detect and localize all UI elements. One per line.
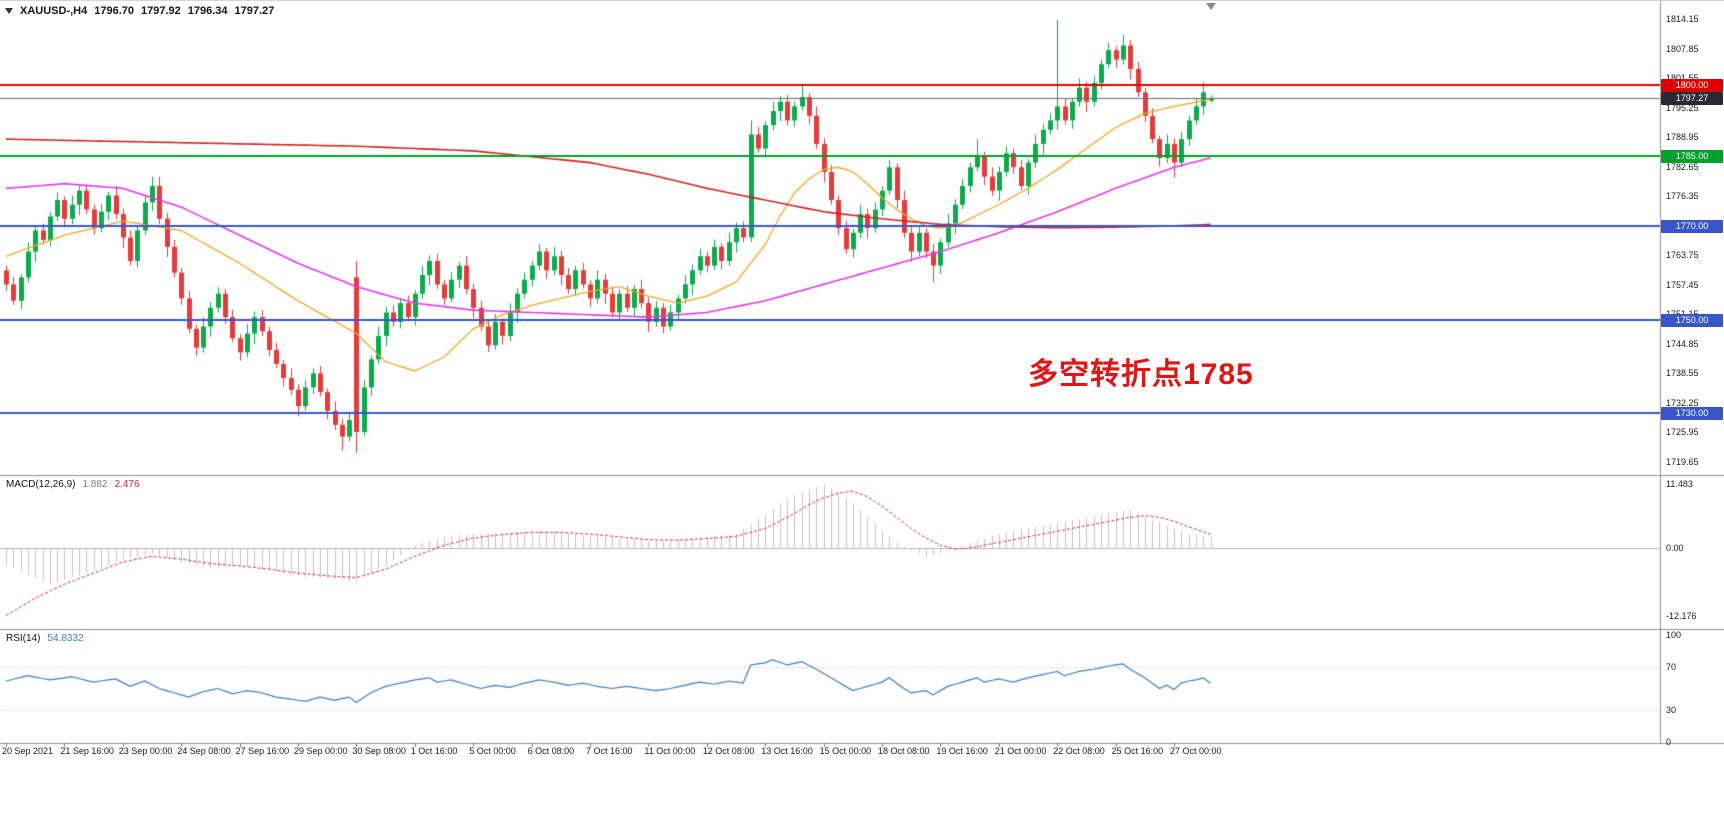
chart-menu-arrow-icon[interactable] [5,8,13,14]
time-axis-label: 20 Sep 2021 [2,746,54,756]
time-axis-label: 29 Sep 00:00 [294,746,348,756]
price-axis-tick-label: 1776.35 [1666,191,1699,202]
price-tag-1770.00: 1770.00 [1661,219,1723,233]
price-tag-1730.00: 1730.00 [1661,407,1723,421]
macd-axis-tick-label: -12.176 [1666,610,1697,621]
rsi-axis-tick-label: 100 [1666,630,1682,640]
price-axis-tick-label: 1788.95 [1666,132,1699,143]
time-axis-label: 5 Oct 00:00 [469,746,516,756]
time-axis-label: 27 Oct 00:00 [1170,746,1222,756]
time-axis-label: 18 Oct 08:00 [878,746,930,756]
price-tag-1800.00: 1800.00 [1661,79,1723,93]
time-axis-label: 24 Sep 08:00 [177,746,231,756]
time-axis-label: 7 Oct 16:00 [586,746,633,756]
rsi-axis-tick-label: 70 [1666,662,1677,673]
rsi-axis-tick-label: 30 [1666,704,1677,715]
price-axis-tick-label: 1801.55 [1666,73,1699,84]
price-axis-tick-label: 1725.95 [1666,427,1699,438]
symbol-period-label: XAUUSD-,H4 [20,5,88,17]
ohlc-open: 1796.70 [94,5,134,17]
time-axis-label: 1 Oct 16:00 [410,746,458,756]
price-axis-tick-label: 1719.65 [1666,456,1699,467]
macd-name: MACD(12,26,9) [6,479,76,490]
time-axis-label: 19 Oct 16:00 [936,746,988,756]
price-tag-1750.00: 1750.00 [1661,313,1723,327]
price-axis-tick-label: 1795.25 [1666,102,1699,113]
chart-shift-marker-icon [1206,3,1216,10]
chart-title: XAUUSD-,H4 1796.70 1797.92 1796.34 1797.… [5,5,274,17]
ohlc-close: 1797.27 [234,5,275,17]
macd-indicator-label: MACD(12,26,9) 1.882 2.476 [6,479,140,490]
price-axis-tick-label: 1757.45 [1666,279,1699,290]
rsi-indicator-label: RSI(14) 54.8332 [6,633,84,644]
price-axis-tick-label: 1738.55 [1666,368,1699,379]
time-axis-label: 22 Oct 08:00 [1053,746,1105,756]
price-tag-1785.00: 1785.00 [1661,149,1723,163]
macd-axis-tick-label: 0.00 [1666,543,1684,553]
macd-signal-value: 2.476 [114,479,140,490]
price-axis-tick-label: 1807.85 [1666,43,1699,54]
price-axis-tick-label: 1744.85 [1666,338,1699,349]
price-tag-1797.27: 1797.27 [1661,92,1723,106]
macd-axis-tick-label: 11.483 [1666,478,1693,489]
rsi-value: 54.8332 [47,633,84,644]
price-axis-tick-label: 1814.15 [1666,14,1699,25]
time-axis-label: 27 Sep 16:00 [235,746,290,756]
time-axis-label: 25 Oct 16:00 [1111,746,1164,756]
time-axis-label: 23 Sep 00:00 [118,746,173,756]
time-axis-label: 21 Sep 16:00 [60,746,114,756]
time-axis-label: 21 Oct 00:00 [994,746,1047,756]
annotation-text: 多空转折点1785 [1028,358,1254,391]
ohlc-low: 1796.34 [187,5,228,17]
price-axis-tick-label: 1732.25 [1666,397,1699,408]
macd-main-value: 1.882 [82,479,108,490]
price-axis-tick-label: 1782.65 [1666,161,1699,172]
time-axis-label: 13 Oct 16:00 [761,746,813,756]
rsi-axis-tick-label: 0 [1666,737,1672,747]
rsi-name: RSI(14) [6,633,41,644]
time-axis-label: 30 Sep 08:00 [352,746,406,756]
ohlc-high: 1797.92 [141,5,181,17]
time-axis-label: 11 Oct 00:00 [644,746,696,756]
price-axis-tick-label: 1763.75 [1666,250,1699,261]
time-axis-label: 15 Oct 00:00 [819,746,872,756]
time-axis-label: 12 Oct 08:00 [702,746,755,756]
time-axis-label: 6 Oct 08:00 [527,746,575,756]
